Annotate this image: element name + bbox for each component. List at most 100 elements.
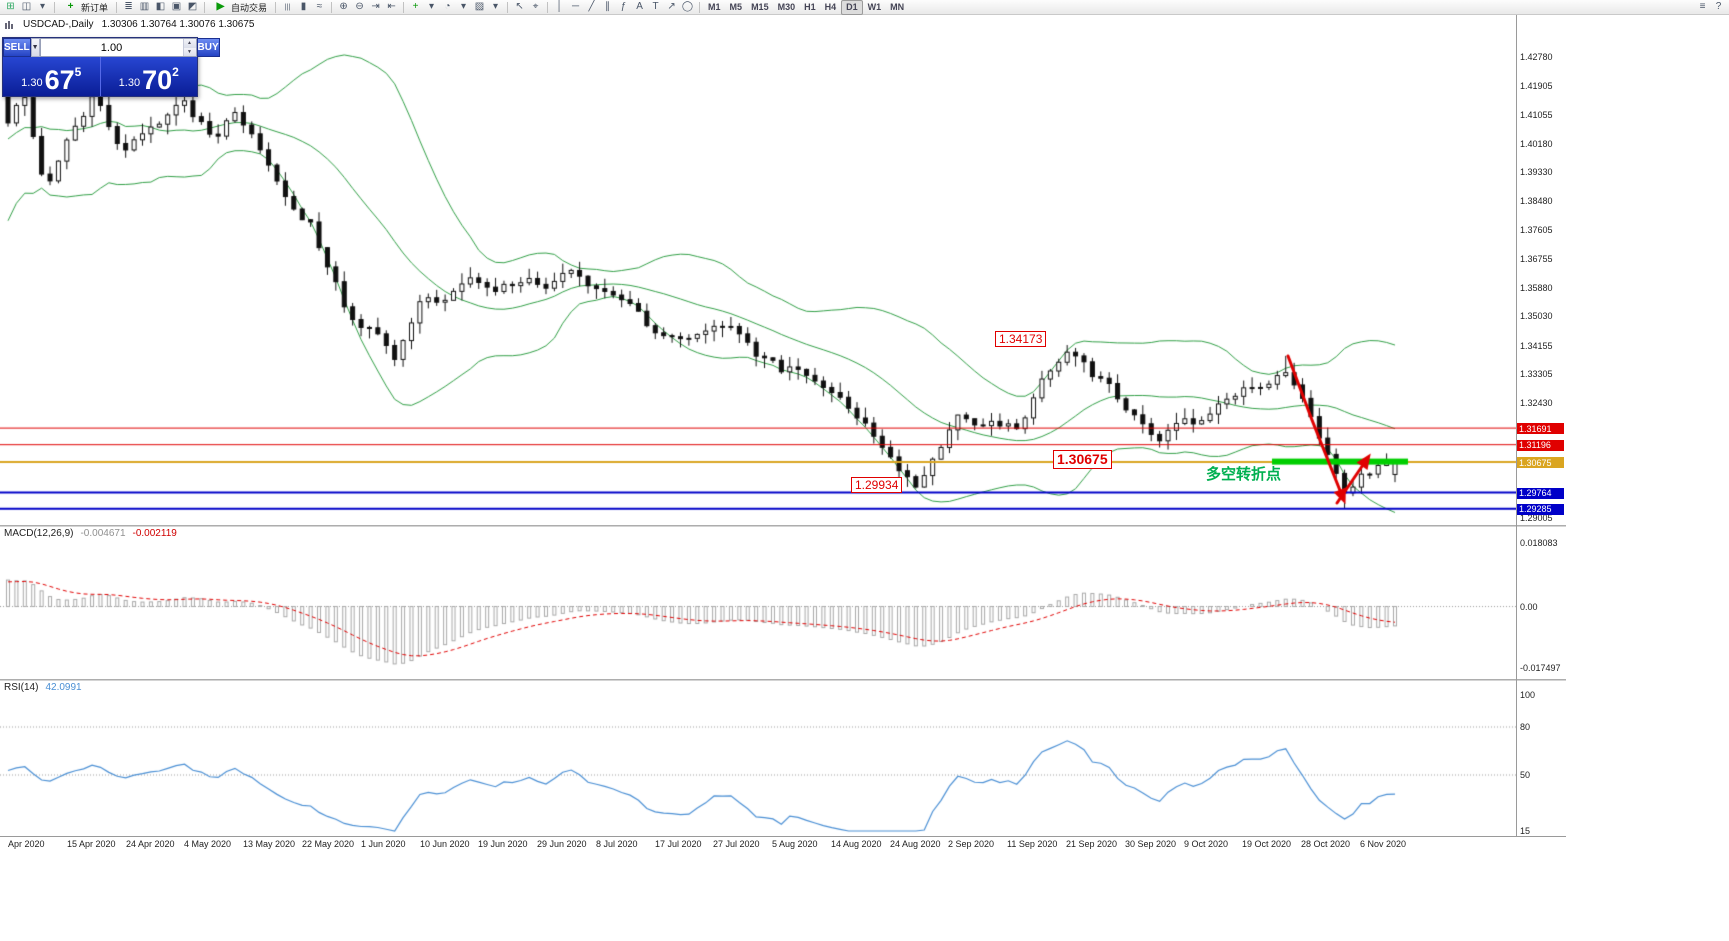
date-axis-label[interactable]: 14 Aug 2020 (831, 839, 882, 849)
bar-chart-icon[interactable]: ||| (284, 3, 291, 11)
date-axis-label[interactable]: 22 May 2020 (302, 839, 355, 849)
date-axis-label[interactable]: 17 Jul 2020 (655, 839, 702, 849)
volume-preset-dropdown[interactable]: ▼ (30, 38, 40, 57)
vertical-line-icon[interactable]: │ (556, 1, 563, 12)
crosshair-icon[interactable]: ⌖ (532, 1, 539, 12)
new-order-button[interactable]: + 新订单 (59, 1, 112, 14)
timeframe-m15[interactable]: M15 (751, 2, 769, 12)
templates-icon[interactable]: ▨ (474, 1, 485, 12)
date-axis-label[interactable]: 1 Jun 2020 (361, 839, 406, 849)
volume-increase-button[interactable]: ▲ (183, 39, 196, 48)
price-axis-label: 1.40180 (1520, 139, 1553, 149)
price-tag: 1.31196 (1517, 439, 1564, 451)
zoom-out-icon[interactable]: ⊖ (355, 1, 364, 12)
date-axis-label[interactable]: 15 Apr 2020 (67, 839, 116, 849)
price-callout[interactable]: 1.29934 (851, 477, 903, 494)
sell-button[interactable]: SELL (3, 38, 31, 57)
help-icon[interactable]: ? (1715, 1, 1722, 12)
timeframe-w1[interactable]: W1 (867, 2, 882, 12)
date-axis-label[interactable]: 21 Sep 2020 (1066, 839, 1118, 849)
line-chart-icon[interactable]: ≈ (316, 1, 323, 12)
indicators-icon[interactable]: + (412, 1, 419, 12)
channel-icon[interactable]: ∥ (605, 1, 611, 12)
date-axis-label[interactable]: 8 Jul 2020 (596, 839, 638, 849)
panel-separator[interactable] (0, 679, 1566, 681)
market-watch-icon[interactable]: ≣ (124, 1, 133, 12)
sell-price-point: 5 (74, 65, 82, 79)
price-divider (99, 57, 101, 96)
toolbars-menu-icon[interactable]: ≡ (1699, 1, 1706, 12)
shapes-icon[interactable]: ◯ (681, 1, 694, 12)
date-axis-label[interactable]: 10 Jun 2020 (420, 839, 470, 849)
date-axis-label[interactable]: 5 Aug 2020 (772, 839, 818, 849)
date-axis-label[interactable]: 13 May 2020 (243, 839, 296, 849)
date-axis-label[interactable]: 29 Jun 2020 (537, 839, 587, 849)
price-axis-label: 1.39330 (1520, 167, 1553, 178)
buy-price-point: 2 (172, 65, 179, 79)
date-axis-label[interactable]: 19 Oct 2020 (1242, 839, 1292, 849)
price-tag: 1.30675 (1517, 457, 1564, 469)
date-axis-label[interactable]: 24 Aug 2020 (890, 839, 941, 849)
timeframe-m1[interactable]: M1 (708, 2, 721, 12)
rsi-indicator-label: RSI(14) 42.0991 (4, 682, 82, 693)
date-axis-label[interactable]: Apr 2020 (8, 839, 45, 849)
new-chart-icon[interactable]: ⊞ (6, 1, 15, 12)
price-axis-label: 1.29005 (1520, 513, 1553, 523)
profiles-dropdown-icon[interactable]: ▾ (39, 1, 46, 12)
profiles-icon[interactable]: ◫ (21, 1, 32, 12)
timeframe-d1[interactable]: D1 (841, 0, 863, 15)
zoom-in-icon[interactable]: ⊕ (339, 1, 348, 12)
sell-price-display[interactable]: 1.30 67 5 (3, 57, 100, 96)
data-window-icon[interactable]: ▥ (139, 1, 150, 12)
date-axis-label[interactable]: 27 Jul 2020 (713, 839, 760, 849)
periods-icon[interactable]: ◔ (444, 1, 451, 12)
price-axis-label: 1.35880 (1520, 282, 1553, 293)
price-axis-line (1516, 15, 1517, 836)
date-axis-label[interactable]: 28 Oct 2020 (1301, 839, 1351, 849)
autotrading-button[interactable]: ▶ 自动交易 (209, 1, 271, 14)
date-axis-label[interactable]: 9 Oct 2020 (1184, 839, 1229, 849)
horizontal-line-icon[interactable]: ─ (571, 1, 580, 12)
navigator-icon[interactable]: ◧ (155, 1, 166, 12)
date-axis-label[interactable]: 30 Sep 2020 (1125, 839, 1177, 849)
date-axis-label[interactable]: 11 Sep 2020 (1007, 839, 1058, 849)
timeframe-m30[interactable]: M30 (777, 2, 796, 12)
new-order-button-label: 新订单 (81, 2, 109, 13)
date-axis-label[interactable]: 24 Apr 2020 (126, 839, 175, 849)
buy-button[interactable]: BUY (196, 38, 220, 57)
date-axis-label[interactable]: 19 Jun 2020 (478, 839, 528, 849)
timeframe-h1[interactable]: H1 (804, 2, 816, 12)
fibonacci-icon[interactable]: ƒ (620, 1, 627, 12)
price-axis-label: 1.34155 (1520, 340, 1553, 351)
text-icon[interactable]: A (636, 1, 643, 12)
date-axis-label[interactable]: 2 Sep 2020 (948, 839, 995, 849)
text-label-icon[interactable]: T (652, 1, 659, 12)
bull-bear-turning-point-note[interactable]: 多空转折点 (1206, 466, 1282, 483)
time-axis-line (0, 836, 1566, 837)
periods-dropdown-icon[interactable]: ▾ (461, 1, 467, 12)
strategy-tester-icon[interactable]: ◩ (187, 1, 198, 12)
date-axis-label[interactable]: 6 Nov 2020 (1360, 839, 1407, 849)
price-callout[interactable]: 1.30675 (1053, 450, 1112, 469)
price-callout[interactable]: 1.34173 (995, 331, 1047, 348)
arrows-icon[interactable]: ↗ (667, 1, 676, 12)
chart-shift-icon[interactable]: ⇤ (387, 1, 396, 12)
timeframe-m5[interactable]: M5 (729, 2, 743, 12)
panel-separator[interactable] (0, 525, 1566, 527)
price-chart-canvas[interactable] (0, 0, 1516, 941)
volume-input[interactable] (40, 39, 183, 56)
templates-dropdown-icon[interactable]: ▾ (493, 1, 499, 12)
date-axis-label[interactable]: 4 May 2020 (184, 839, 232, 849)
volume-decrease-button[interactable]: ▼ (183, 47, 196, 56)
cursor-icon[interactable]: ↖ (515, 1, 524, 12)
auto-scroll-icon[interactable]: ⇥ (371, 1, 380, 12)
timeframe-h4[interactable]: H4 (824, 2, 837, 12)
macd-scale-label: 0.018083 (1520, 538, 1558, 548)
buy-price-display[interactable]: 1.30 70 2 (101, 57, 198, 96)
trendline-icon[interactable]: ╱ (588, 1, 595, 12)
terminal-icon[interactable]: ▣ (171, 1, 182, 12)
candlestick-chart-icon[interactable]: ▮ (300, 1, 307, 12)
indicators-dropdown-icon[interactable]: ▾ (429, 1, 435, 12)
toolbar-separator (507, 1, 509, 13)
timeframe-mn[interactable]: MN (890, 2, 905, 12)
